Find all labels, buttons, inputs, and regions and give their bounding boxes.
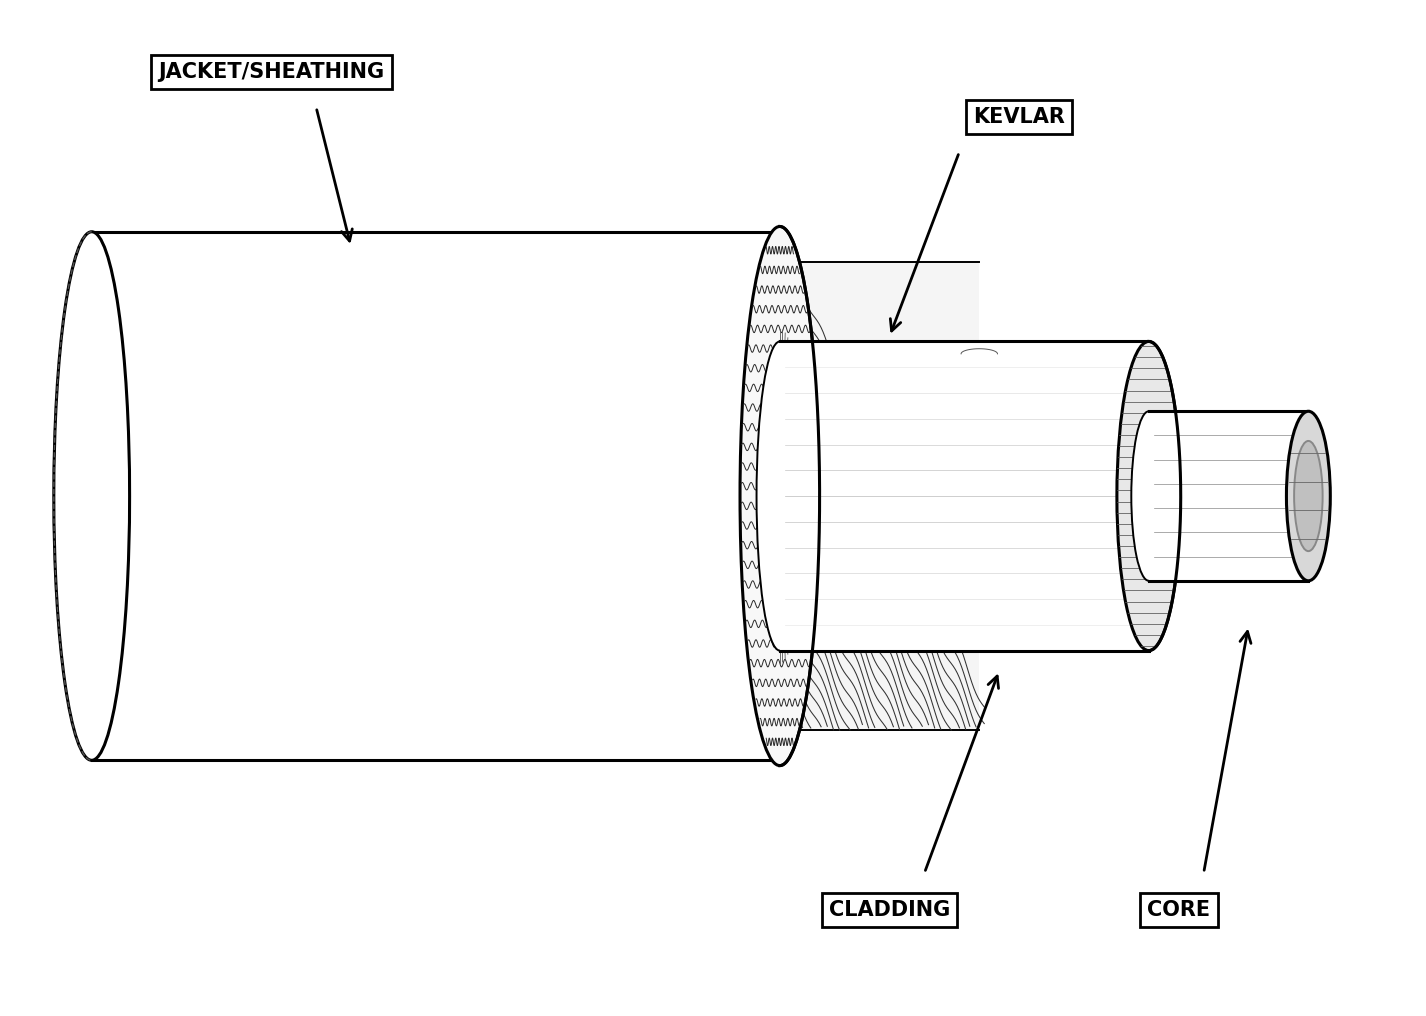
Text: CLADDING: CLADDING <box>829 900 950 919</box>
Ellipse shape <box>1117 341 1181 650</box>
Text: KEVLAR: KEVLAR <box>973 107 1065 127</box>
Text: JACKET/SHEATHING: JACKET/SHEATHING <box>158 62 384 82</box>
Ellipse shape <box>746 262 813 731</box>
Ellipse shape <box>742 232 817 760</box>
Ellipse shape <box>1295 441 1323 551</box>
Text: CORE: CORE <box>1147 900 1211 919</box>
Ellipse shape <box>1286 411 1330 581</box>
Polygon shape <box>1149 411 1309 581</box>
Ellipse shape <box>740 227 820 766</box>
Ellipse shape <box>1131 411 1166 581</box>
Polygon shape <box>780 262 980 731</box>
Polygon shape <box>91 232 780 760</box>
Ellipse shape <box>54 232 130 760</box>
Polygon shape <box>780 341 1149 650</box>
Ellipse shape <box>757 341 803 650</box>
